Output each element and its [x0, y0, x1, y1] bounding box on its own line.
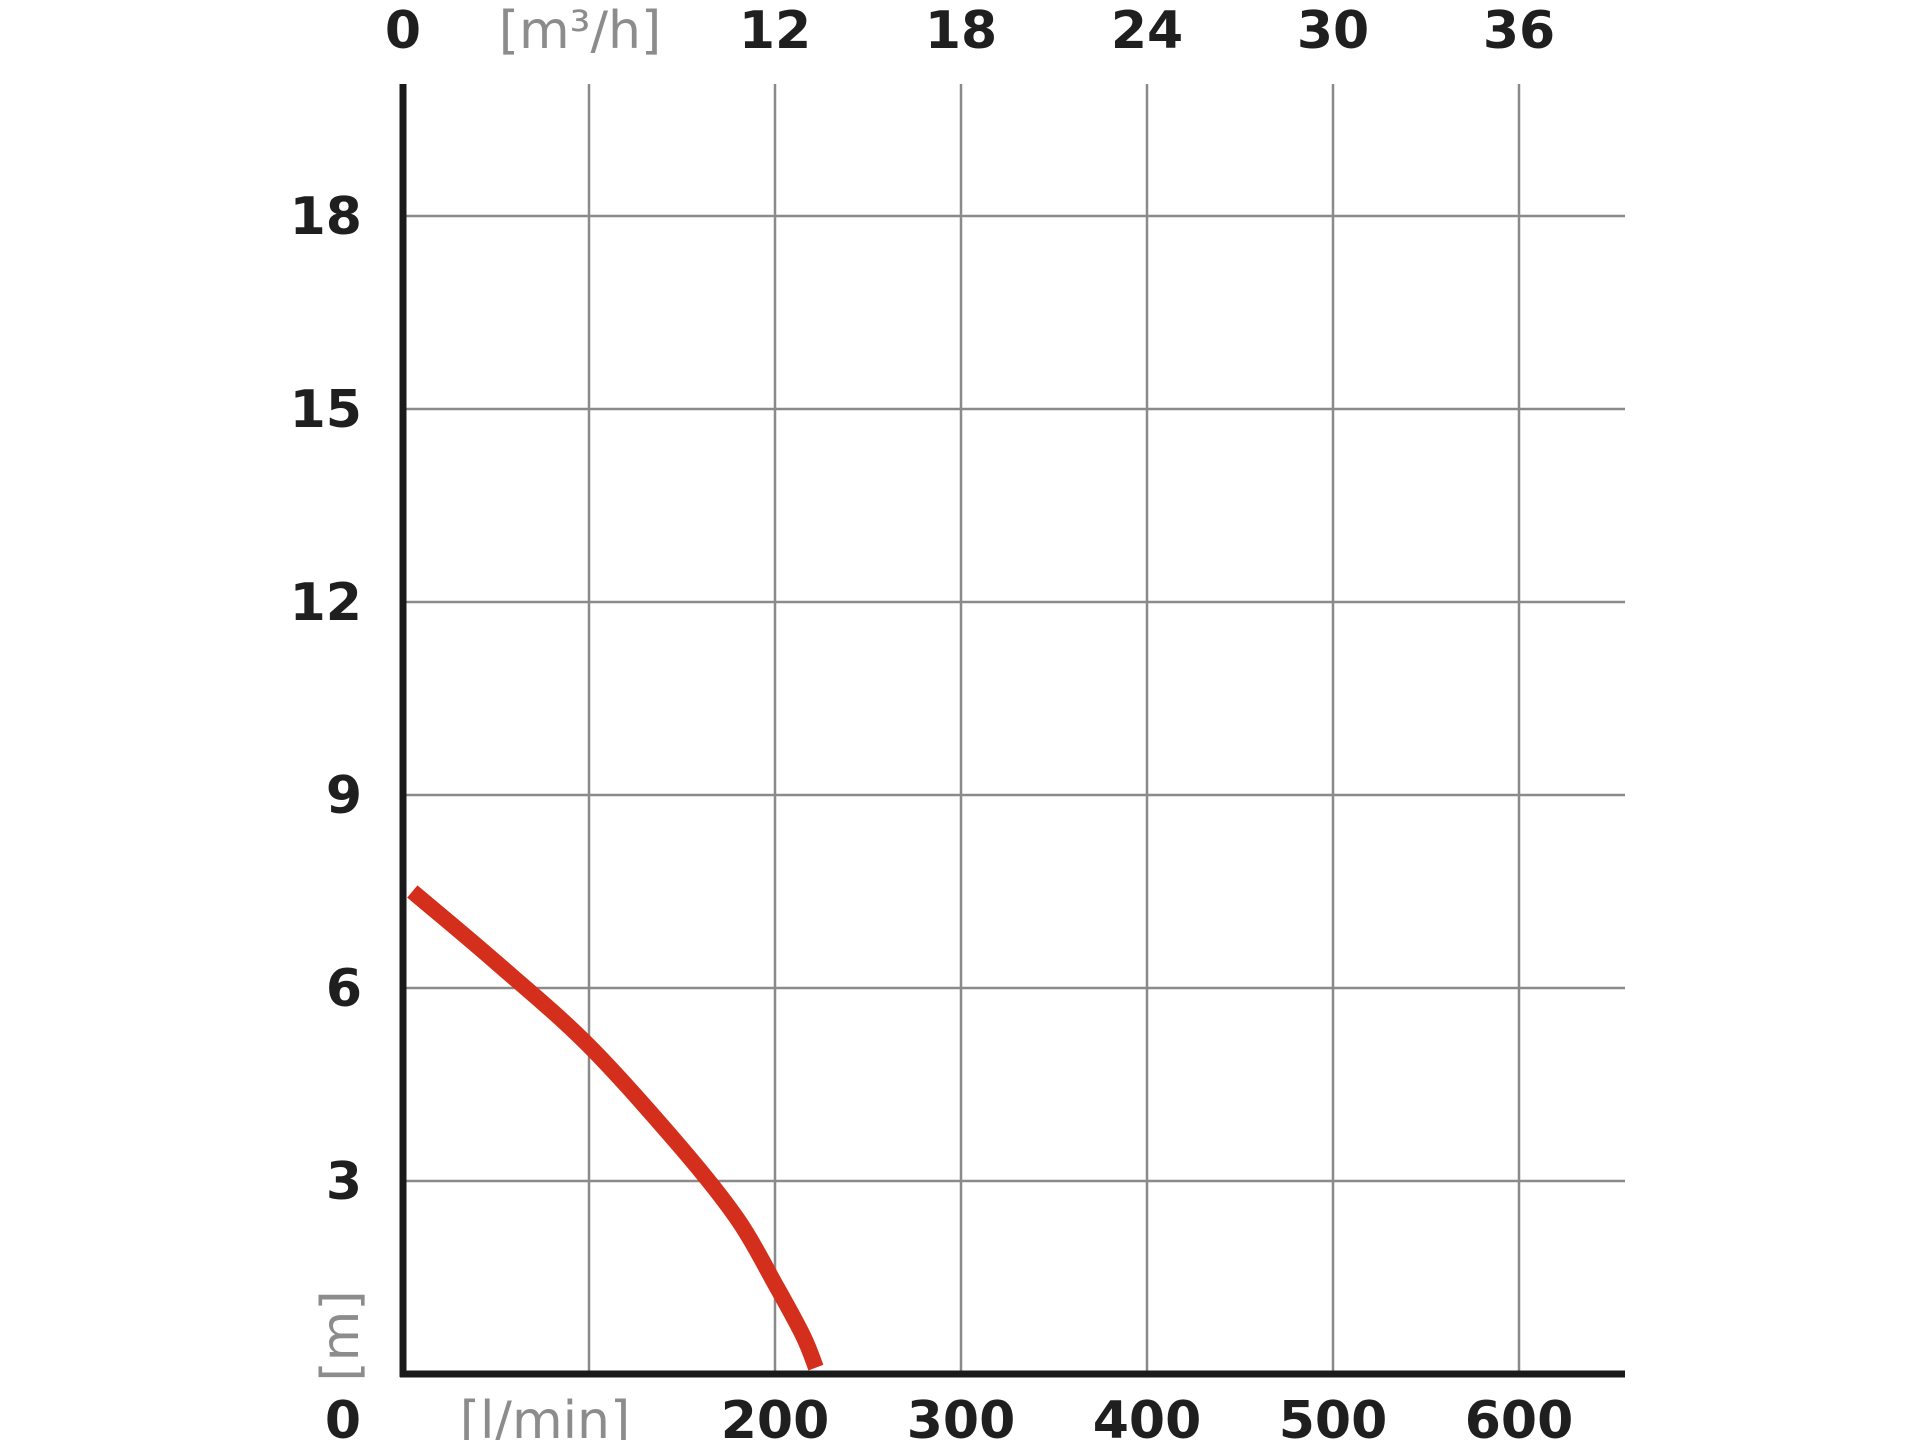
series-line-0 — [407, 885, 824, 1371]
x2-tick-label-30: 30 — [1297, 1, 1369, 61]
x-tick-label-500: 500 — [1279, 1391, 1388, 1440]
x2-tick-label-24: 24 — [1111, 1, 1183, 61]
y-tick-label-9: 9 — [326, 766, 362, 826]
y-tick-label-6: 6 — [326, 959, 362, 1019]
x2-tick-label-18: 18 — [925, 1, 997, 61]
grid-lines — [403, 84, 1625, 1374]
x-tick-label-200: 200 — [721, 1391, 830, 1440]
x-tick-label-600: 600 — [1465, 1391, 1574, 1440]
x2-unit-label: [m³/h] — [499, 1, 662, 61]
series-layer — [407, 885, 824, 1371]
x2-tick-label-36: 36 — [1483, 1, 1555, 61]
y-axis-unit-label: [m] — [311, 1290, 371, 1381]
y-tick-label-3: 3 — [326, 1152, 362, 1212]
y-tick-label-18: 18 — [290, 187, 362, 247]
x-axis-unit-label: [l/min] — [460, 1391, 631, 1440]
y-tick-label-12: 12 — [290, 573, 362, 633]
x-tick-label-400: 400 — [1093, 1391, 1202, 1440]
x2-origin-label: 0 — [385, 1, 421, 61]
y-tick-label-15: 15 — [290, 380, 362, 440]
x-tick-label-300: 300 — [907, 1391, 1016, 1440]
x-origin-label: 0 — [325, 1391, 361, 1440]
x2-tick-label-12: 12 — [739, 1, 811, 61]
